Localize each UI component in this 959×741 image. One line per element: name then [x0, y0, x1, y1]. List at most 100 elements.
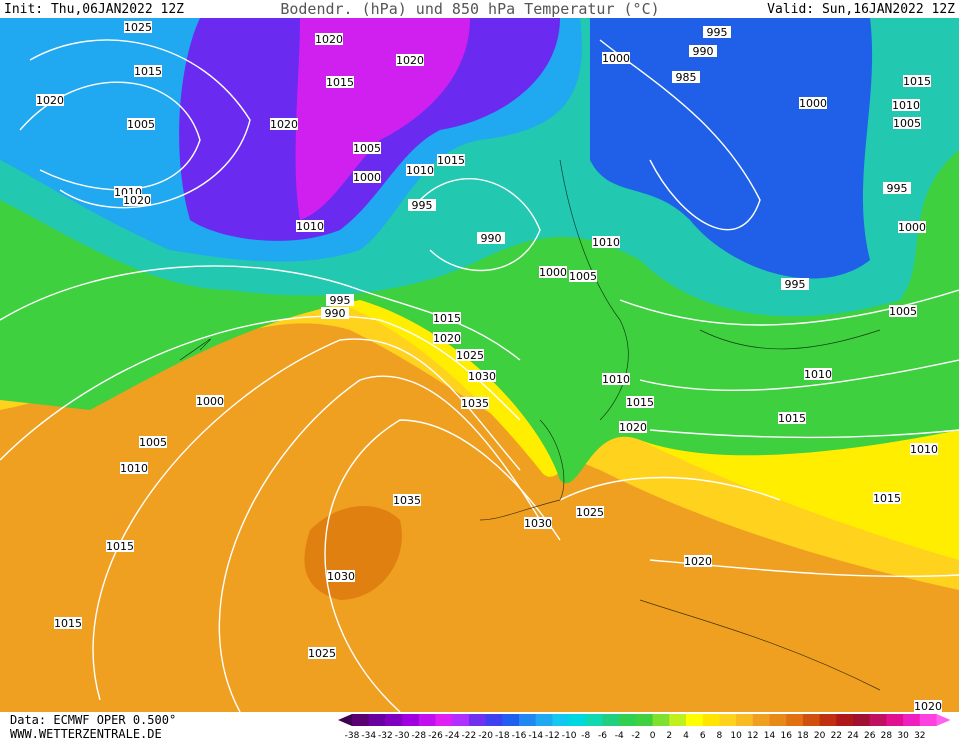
isobar-label: 1015	[433, 312, 461, 325]
colorbar-cell	[585, 714, 603, 726]
isobar-label-bg	[672, 71, 700, 83]
colorbar-cell	[903, 714, 921, 726]
colorbar-label: 0	[650, 731, 656, 741]
colorbar-cell	[686, 714, 704, 726]
isobar-label-bg	[393, 494, 421, 506]
isobar-label: 1010	[592, 236, 620, 249]
colorbar-cell	[736, 714, 754, 726]
colorbar-label: 2	[666, 731, 672, 741]
isobar-label: 1020	[123, 194, 151, 207]
isobar-label-bg	[36, 94, 64, 106]
colorbar-cell	[819, 714, 837, 726]
isobar-label: 990	[325, 307, 346, 320]
isobar-label: 1025	[124, 21, 152, 34]
isobar-label-bg	[461, 397, 489, 409]
isobar-label: 995	[707, 26, 728, 39]
colorbar-label: 28	[881, 731, 893, 741]
isobar-label-bg	[602, 373, 630, 385]
isobar-label-bg	[477, 232, 505, 244]
colorbar-label: 30	[897, 731, 909, 741]
colorbar-cell	[402, 714, 420, 726]
colorbar-label: -22	[462, 731, 477, 741]
colorbar-cell	[635, 714, 654, 726]
colorbar-label: -18	[495, 731, 510, 741]
isobar-label: 995	[887, 182, 908, 195]
colorbar-label: -26	[428, 731, 443, 741]
colorbar-label: 8	[717, 731, 723, 741]
isobar-labels: 1025 1020 1020 1015 1015 1020 1005 1020 1005 1015…	[36, 21, 942, 713]
isobar-label: 1000	[799, 97, 827, 110]
isobar-label-bg	[576, 506, 604, 518]
isobar-label: 1010	[892, 99, 920, 112]
isobar-label-bg	[406, 164, 434, 176]
isobar-label-bg	[196, 395, 224, 407]
colorbar-cell	[435, 714, 453, 726]
isobar-label: 1010	[120, 462, 148, 475]
colorbar-label: -38	[345, 731, 360, 741]
isobar-label: 1005	[569, 270, 597, 283]
isobar-label-bg	[524, 517, 552, 529]
colorbar-cell	[786, 714, 804, 726]
isobar-label-bg	[456, 349, 484, 361]
isobar-label: 1020	[315, 33, 343, 46]
isobar-label-bg	[124, 21, 152, 33]
colorbar-label: -28	[411, 731, 426, 741]
colorbar-label: -12	[545, 731, 560, 741]
colorbar: -38 -34 -32 -30 -28 -26 -24 -22 -20 -18 -16 -14 -12-…	[338, 714, 951, 741]
colorbar-label: -8	[581, 731, 590, 741]
isobar-label: 1015	[873, 492, 901, 505]
isobar-label: 1030	[327, 570, 355, 583]
colorbar-cell	[569, 714, 587, 726]
isobar-label-bg	[892, 99, 920, 111]
colorbar-cell	[619, 714, 637, 726]
colorbar-cell	[652, 714, 670, 726]
colorbar-label: -30	[395, 731, 410, 741]
colorbar-cell	[802, 714, 821, 726]
map	[0, 18, 959, 713]
isobar-label: 1015	[626, 396, 654, 409]
isobar-label-bg	[127, 118, 155, 130]
isobar-label: 1000	[353, 171, 381, 184]
colorbar-cell	[468, 714, 487, 726]
isobar-label-bg	[123, 194, 151, 206]
colorbar-cell	[719, 714, 737, 726]
isobar-label: 1000	[898, 221, 926, 234]
isobar-label-bg	[883, 182, 911, 194]
isobar-label-bg	[626, 396, 654, 408]
colorbar-label: -32	[378, 731, 393, 741]
isobar-label-bg	[799, 97, 827, 109]
isobar-label: 1015	[437, 154, 465, 167]
isobar-label: 1030	[468, 370, 496, 383]
isobar-label: 1000	[602, 52, 630, 65]
isobar-label: 1015	[106, 540, 134, 553]
colorbar-cell	[485, 714, 503, 726]
colorbar-cell	[869, 714, 887, 726]
colorbar-label: -24	[445, 731, 460, 741]
isobar-label-bg	[315, 33, 343, 45]
colorbar-label: -4	[615, 731, 624, 741]
isobar-label-bg	[539, 266, 567, 278]
isobar-label: 1020	[684, 555, 712, 568]
colorbar-label: -10	[562, 731, 577, 741]
isobar-label: 985	[676, 71, 697, 84]
isobar-label-bg	[914, 700, 942, 712]
colorbar-label: 26	[864, 731, 876, 741]
colorbar-arrow-left	[338, 714, 352, 726]
isobar-label-bg	[703, 26, 731, 38]
isobar-label: 1025	[308, 647, 336, 660]
isobar-label-bg	[898, 221, 926, 233]
colorbar-label: -2	[631, 731, 640, 741]
isobar-label: 1020	[270, 118, 298, 131]
isobar-label-bg	[139, 436, 167, 448]
isobar-label-bg	[106, 540, 134, 552]
colorbar-label: 24	[847, 731, 859, 741]
isobar-label-bg	[353, 171, 381, 183]
isobar-label-bg	[602, 52, 630, 64]
colorbar-label: 32	[914, 731, 925, 741]
isobar-label: 1020	[433, 332, 461, 345]
isobar-label-bg	[437, 154, 465, 166]
isobar-label-bg	[903, 75, 931, 87]
isobar-label: 1030	[524, 517, 552, 530]
isobar-label: 1035	[461, 397, 489, 410]
data-source: Data: ECMWF OPER 0.500°	[10, 713, 176, 727]
